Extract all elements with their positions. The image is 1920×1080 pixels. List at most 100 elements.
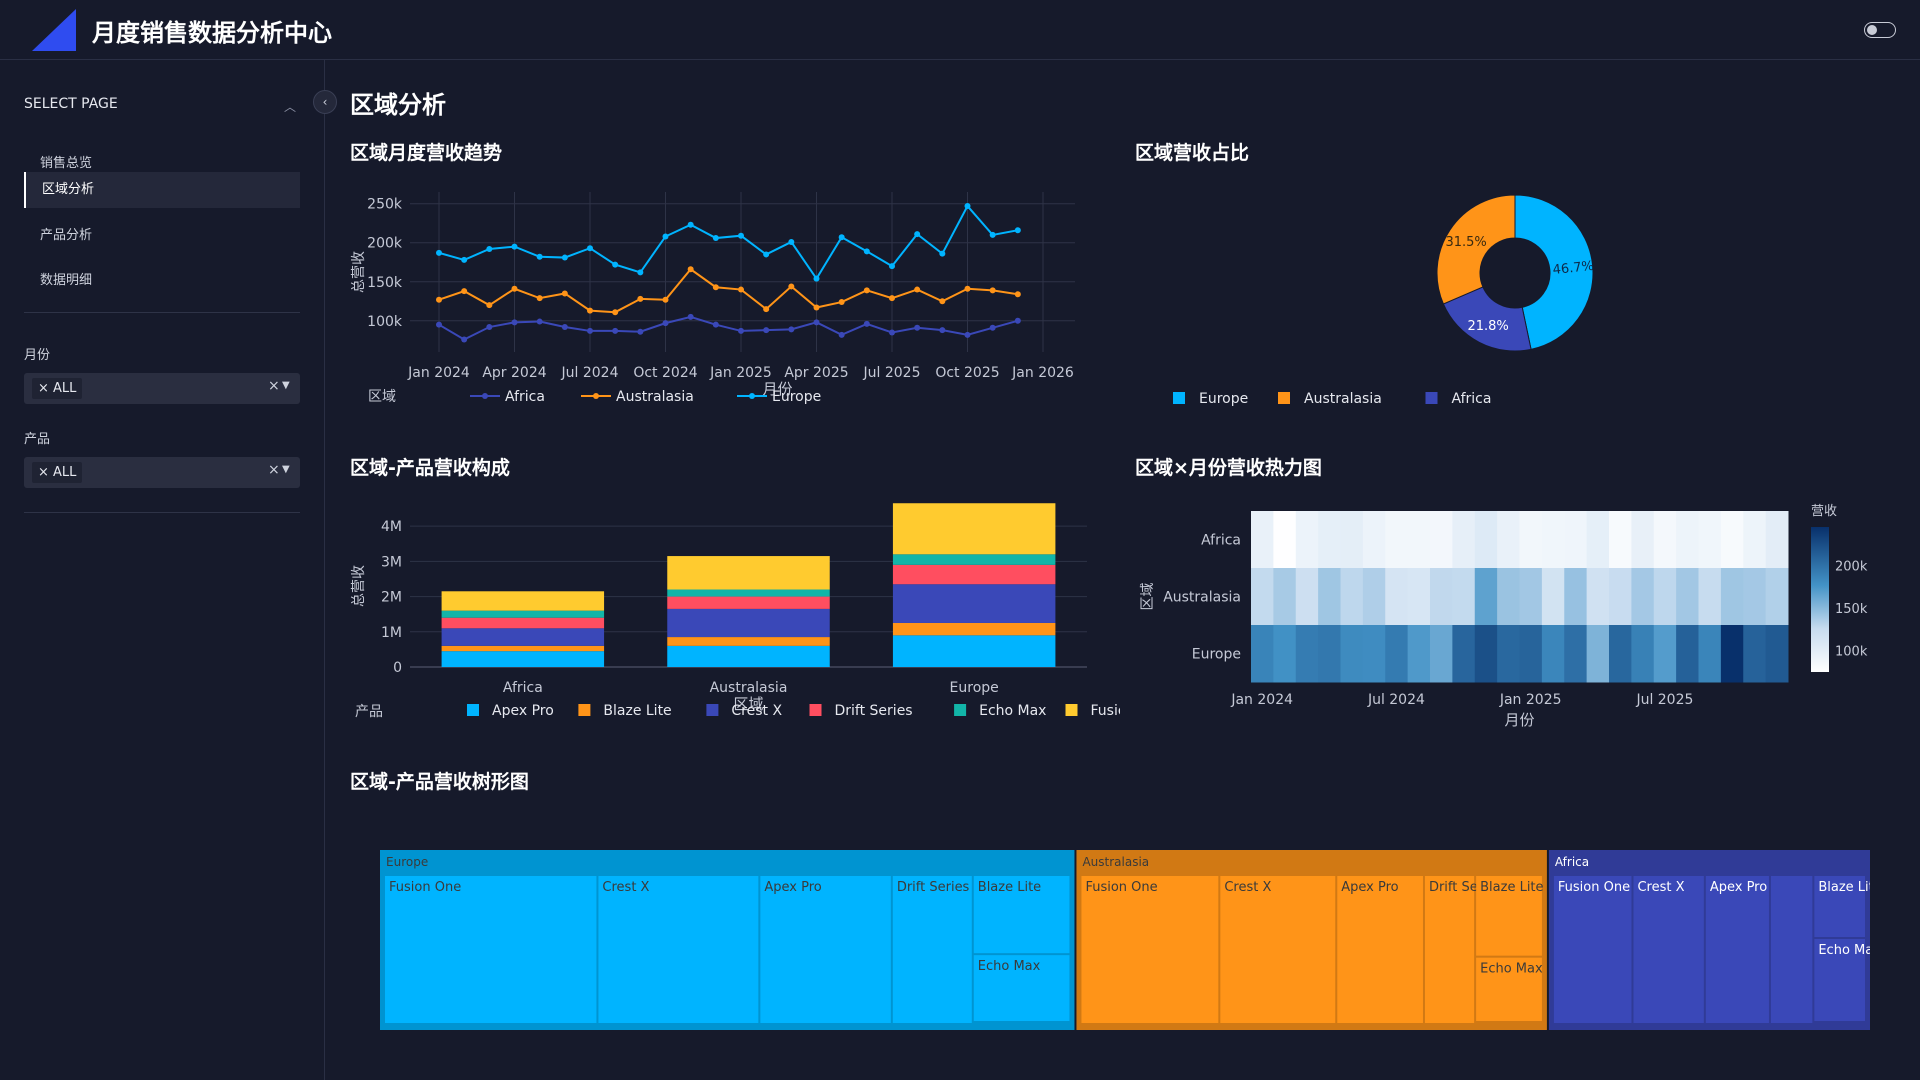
data-point-europe [712,235,719,242]
trend-line-chart[interactable]: Jan 2024 Apr 2024 Jul 2024 Oct 2024 Jan 2025… [340,180,1110,420]
heatmap-cell [1385,511,1409,569]
share-donut-chart[interactable]: 46.7% 21.8% 31.5% Europe Australasia Africa [1135,180,1895,420]
x-tick-label: Apr 2024 [482,365,546,381]
heatmap-cell [1407,511,1431,569]
treemap-tile-label: Apex Pro [1341,880,1398,895]
legend-label-fusion-one: Fusion One [1091,703,1121,719]
legend-label-africa: Africa [505,389,545,405]
product-filter-chip[interactable]: × ALL [32,462,83,483]
share-chart-title: 区域营收占比 [1135,142,1250,164]
chevron-down-icon[interactable]: ▼ [282,464,290,475]
trend-chart-title: 区域月度营收趋势 [350,142,503,164]
legend-label-europe: Europe [772,389,821,405]
heatmap-cell [1609,625,1632,683]
data-point-australasia [939,298,946,305]
clear-icon[interactable]: × [268,378,280,394]
y-tick-label: 1M [381,625,402,641]
data-point-europe [461,256,468,263]
data-point-europe [964,203,971,210]
x-tick-label: Jan 2025 [1499,692,1562,708]
data-point-africa [712,321,719,328]
data-point-europe [637,269,644,276]
month-filter-select[interactable]: × ALL × ▼ [24,373,300,404]
heatmap-cell [1497,625,1520,683]
treemap-tile-africa-drift-series [1770,876,1813,1023]
theme-toggle[interactable] [1864,22,1896,38]
data-point-australasia [989,287,996,294]
y-axis-title: 总营收 [351,251,367,293]
data-point-africa [738,327,744,334]
heatmap-cell [1362,625,1386,683]
heatmap-cell [1631,511,1655,569]
chevron-up-icon[interactable]: ︿ [284,100,297,114]
treemap-tile-europe-fusion-one [385,876,597,1023]
data-point-africa [486,324,493,331]
treemap-tile-australasia-apex-pro [1337,876,1423,1023]
heatmap-cell [1452,511,1476,569]
treemap-tile-australasia-drift-series [1424,876,1475,1023]
treemap-tile-label: Apex Pro [764,880,821,895]
data-point-europe [1014,227,1021,234]
x-tick-label: Jul 2024 [1367,692,1425,708]
treemap-chart[interactable]: Europe Fusion One Crest X Apex Pro Drift Ser… [380,850,1870,1035]
data-point-europe [511,243,518,250]
heatmap-cell [1653,625,1677,683]
x-tick-label: Jan 2026 [1011,365,1074,381]
data-point-europe [612,261,619,268]
nav-item-sales-overview[interactable]: 销售总览 [40,156,93,171]
x-axis-title: 月份 [762,380,792,398]
nav-item-product-analysis[interactable]: 产品分析 [40,228,93,243]
data-point-europe [436,249,442,256]
legend-swatch-drift-series [809,704,822,716]
logo-icon [32,9,76,51]
y-tick-label: 100k [367,314,403,330]
nav-item-region-analysis[interactable]: 区域分析 [24,172,300,208]
data-point-africa [461,336,468,343]
data-point-europe [687,221,694,228]
data-point-europe [989,231,996,238]
heatmap-cell [1385,625,1409,683]
legend-title: 区域 [368,389,396,405]
product-filter-select[interactable]: × ALL × ▼ [24,457,300,488]
y-tick-label: 0 [393,660,402,676]
data-point-australasia [561,290,568,297]
data-point-africa [939,327,946,334]
treemap-tile-australasia-echo-max [1476,957,1542,1021]
collapse-sidebar-button[interactable]: ‹ [313,90,337,114]
data-point-australasia [486,302,493,309]
heatmap-cell [1586,511,1610,569]
bar-europe-crest-x [892,584,1056,623]
data-point-europe [486,245,493,252]
data-point-africa [914,324,921,331]
x-tick-label: Australasia [710,680,788,696]
legend-marker-europe [749,393,755,399]
data-point-europe [863,248,870,255]
treemap-tile-australasia-blaze-lite [1476,876,1542,956]
heatmap-cell [1653,568,1677,626]
bar-australasia-blaze-lite [667,637,830,646]
heatmap-cell [1541,511,1565,569]
legend-swatch-australasia [1278,392,1290,404]
y-tick-label: 2M [381,590,402,606]
data-point-australasia [712,284,719,291]
heatmap-cell [1541,625,1565,683]
heatmap-chart[interactable]: Africa Australasia Europe Jan 2024 Jul 2024 J… [1135,495,1905,745]
treemap-tile-label: Echo Max [1480,962,1543,977]
chevron-down-icon[interactable]: ▼ [282,380,290,391]
month-filter-chip[interactable]: × ALL [32,378,83,399]
sidebar-divider [24,512,300,513]
bar-africa-apex-pro [441,651,605,667]
app-title: 月度销售数据分析中心 [92,19,332,47]
heatmap-cell [1564,625,1588,683]
x-axis-title: 月份 [1504,711,1534,729]
heatmap-cell [1362,511,1386,569]
legend-swatch-fusion-one [1065,704,1078,716]
heatmap-cell [1631,568,1655,626]
sidebar: SELECT PAGE ︿ 销售总览 区域分析 产品分析 数据明细 月份 × A… [0,60,325,1080]
nav-item-data-details[interactable]: 数据明细 [40,273,93,288]
heatmap-cell [1676,568,1699,626]
clear-icon[interactable]: × [268,462,280,478]
bar-europe-blaze-lite [892,622,1056,636]
legend-label-drift-series: Drift Series [835,703,913,719]
